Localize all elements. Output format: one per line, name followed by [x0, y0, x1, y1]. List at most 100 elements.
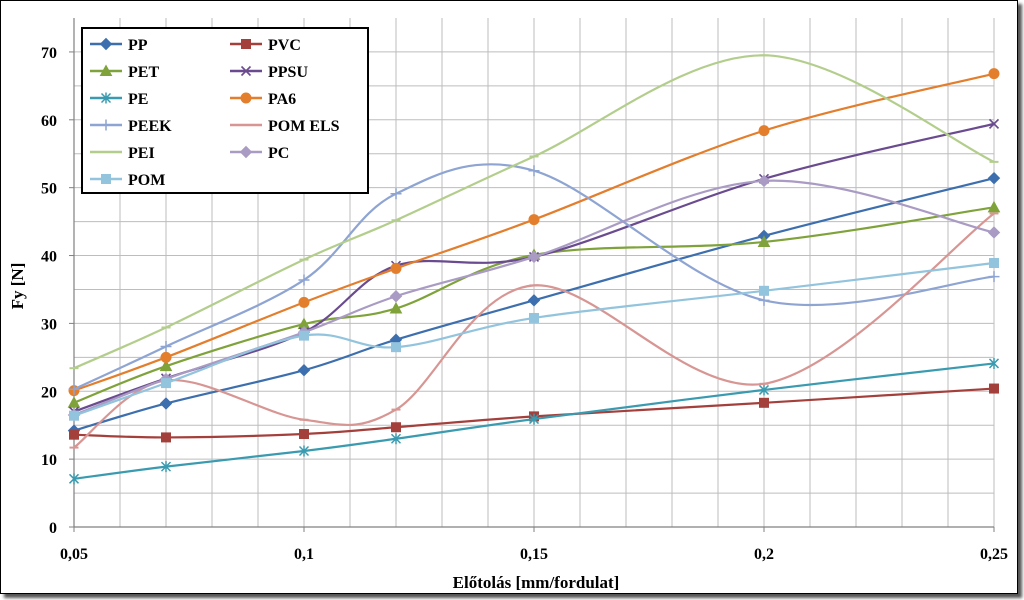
data-point-pa6 [988, 68, 1000, 80]
y-tick-label: 20 [41, 384, 57, 401]
legend-label: PET [128, 64, 159, 81]
data-point-peek [160, 340, 172, 352]
legend-label: PEEK [128, 118, 172, 135]
x-axis-title: Előtolás [mm/fordulat] [453, 573, 620, 592]
series-line-pa6 [73, 72, 995, 392]
legend-item-pei: PEI [90, 145, 155, 162]
data-point-pe [390, 433, 402, 445]
y-tick-label: 10 [41, 452, 57, 469]
series-line-pei [73, 54, 995, 370]
legend-marker [99, 37, 113, 51]
legend-label: POM [128, 172, 165, 189]
legend-item-ppsu: PPSU [230, 64, 308, 81]
data-point-pet [159, 359, 173, 372]
data-point-pp [159, 397, 173, 410]
data-point-peek [758, 294, 770, 306]
series-peek [68, 163, 1000, 395]
legend-marker [100, 92, 112, 104]
data-point-pom [161, 378, 171, 389]
data-point-pvc [69, 429, 79, 440]
data-point-pet [389, 301, 403, 314]
data-point-pc [987, 226, 1001, 239]
data-point-pe [160, 461, 172, 473]
legend-label: PA6 [268, 91, 296, 108]
line-chart: 0 10 20 30 40 50 60 70 0,05 0,1 0,15 0,2 0,25 Fy [N… [8, 18, 1008, 592]
data-point-pvc [989, 383, 999, 394]
legend-item-pom: POM [90, 172, 165, 189]
data-point-pc [389, 290, 403, 303]
y-tick-label: 40 [41, 249, 57, 266]
series-line-pvc [73, 387, 995, 439]
data-point-peek [390, 188, 402, 200]
x-tick-label: 0,1 [294, 546, 314, 563]
legend-marker [239, 145, 253, 159]
data-point-ppsu [988, 118, 1000, 129]
x-tick-label: 0,05 [60, 546, 88, 563]
legend-label: PP [128, 37, 148, 54]
data-point-pe [298, 445, 310, 457]
series-layer [67, 54, 1001, 485]
y-axis-title: Fy [N] [8, 263, 27, 310]
data-point-pe [758, 384, 770, 396]
data-point-pvc [299, 429, 309, 440]
data-point-pa6 [390, 262, 402, 274]
data-point-pe [988, 357, 1000, 369]
data-point-pvc [759, 397, 769, 408]
series-pe [68, 357, 1000, 485]
series-line-pp [73, 177, 995, 432]
legend-label: PEI [128, 145, 155, 162]
data-point-pom [299, 330, 309, 341]
y-tick-label: 30 [41, 316, 57, 333]
data-point-pa6 [298, 296, 310, 308]
series-pa6 [68, 68, 1000, 397]
data-point-peek [528, 165, 540, 177]
series-pet [67, 200, 1001, 408]
data-point-pp [527, 294, 541, 307]
data-point-pom [69, 410, 79, 421]
data-point-pvc [161, 432, 171, 443]
data-point-pom [391, 342, 401, 353]
x-tick-label: 0,25 [980, 546, 1008, 563]
data-point-peek [68, 383, 80, 395]
legend-item-pom-els: POM ELS [230, 118, 340, 135]
legend-marker [240, 65, 252, 77]
y-tick-label: 70 [41, 45, 57, 62]
legend-label: PE [128, 91, 148, 108]
legend-item-pe: PE [90, 91, 148, 108]
data-point-pom [759, 285, 769, 296]
data-point-pp [297, 364, 311, 377]
legend-item-pp: PP [90, 37, 148, 54]
legend-label: PC [268, 145, 289, 162]
data-point-peek [298, 274, 310, 286]
series-line-pet [73, 206, 995, 404]
legend-label: POM ELS [268, 118, 340, 135]
legend-item-pvc: PVC [230, 37, 301, 54]
legend-box [81, 27, 369, 194]
y-tick-label: 50 [41, 181, 57, 198]
data-point-pa6 [160, 351, 172, 363]
data-point-pom [529, 312, 539, 323]
y-tick-label: 60 [41, 113, 57, 130]
legend-marker [240, 92, 252, 104]
series-pom [69, 257, 999, 421]
legend-marker [101, 174, 111, 184]
data-point-pa6 [758, 125, 770, 137]
data-point-pa6 [528, 214, 540, 226]
series-pei [69, 54, 999, 370]
legend-item-pc: PC [230, 145, 289, 162]
legend-item-peek: PEEK [90, 118, 172, 135]
series-line-pc [73, 179, 995, 417]
data-point-pvc [391, 422, 401, 433]
series-line-pom [73, 261, 995, 417]
data-point-peek [988, 271, 1000, 283]
data-point-pe [528, 413, 540, 425]
series-line-pe [73, 362, 995, 480]
legend-item-pet: PET [90, 64, 159, 81]
x-tick-label: 0,15 [520, 546, 548, 563]
legend-marker [241, 39, 251, 49]
data-point-pet [987, 200, 1001, 213]
x-tick-labels: 0,05 0,1 0,15 0,2 0,25 [60, 527, 1008, 563]
legend-item-pa6: PA6 [230, 91, 296, 108]
data-point-pom [989, 257, 999, 268]
y-tick-label: 0 [49, 520, 57, 537]
